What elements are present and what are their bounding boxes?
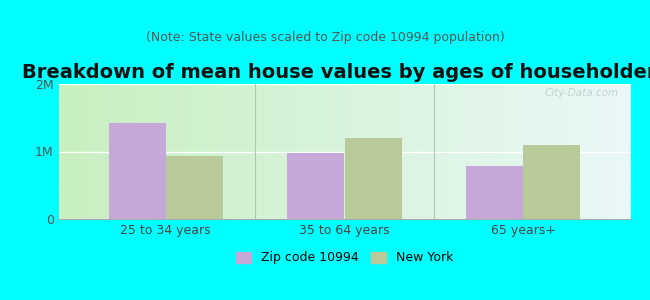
Bar: [466, 166, 523, 219]
Bar: [344, 138, 402, 219]
Bar: [109, 123, 166, 219]
Title: Breakdown of mean house values by ages of householders: Breakdown of mean house values by ages o…: [21, 63, 650, 82]
Text: City-Data.com: City-Data.com: [545, 88, 619, 98]
Legend: Zip code 10994, New York: Zip code 10994, New York: [231, 247, 458, 269]
Text: (Note: State values scaled to Zip code 10994 population): (Note: State values scaled to Zip code 1…: [146, 32, 504, 44]
Bar: [166, 156, 223, 219]
Bar: [287, 153, 344, 219]
Bar: [523, 146, 580, 219]
